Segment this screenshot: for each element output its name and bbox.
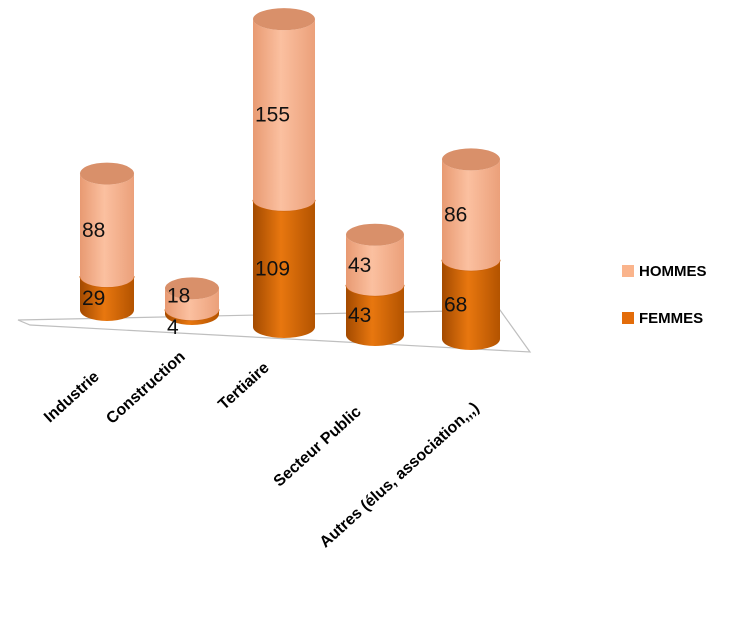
value-label-hommes: 155 xyxy=(255,104,290,127)
value-label-femmes: 43 xyxy=(348,304,371,327)
category-label: Industrie xyxy=(41,368,103,426)
bar-hommes xyxy=(346,223,404,296)
bar-hommes xyxy=(253,8,315,211)
value-label-femmes: 4 xyxy=(167,316,179,339)
bar-hommes xyxy=(442,148,500,271)
legend-femmes: FEMMES xyxy=(622,310,703,327)
legend-hommes: HOMMES xyxy=(622,263,707,280)
bar-hommes xyxy=(165,277,219,321)
value-label-femmes: 68 xyxy=(444,293,467,316)
legend-swatch xyxy=(622,265,634,277)
value-label-hommes: 43 xyxy=(348,254,371,277)
category-label: Construction xyxy=(103,348,188,427)
value-label-hommes: 18 xyxy=(167,284,190,307)
category-label: Secteur Public xyxy=(271,403,365,490)
value-label-hommes: 88 xyxy=(82,219,105,242)
category-label: Tertiaire xyxy=(215,359,272,413)
bar-hommes xyxy=(80,162,134,288)
value-label-femmes: 29 xyxy=(82,287,105,310)
value-label-hommes: 86 xyxy=(444,204,467,227)
legend-label: FEMMES xyxy=(639,310,703,327)
legend-label: HOMMES xyxy=(639,263,707,280)
legend: HOMMES FEMMES xyxy=(622,263,707,327)
legend-swatch xyxy=(622,312,634,324)
chart-floor xyxy=(17,309,532,353)
value-label-femmes: 109 xyxy=(255,257,290,280)
